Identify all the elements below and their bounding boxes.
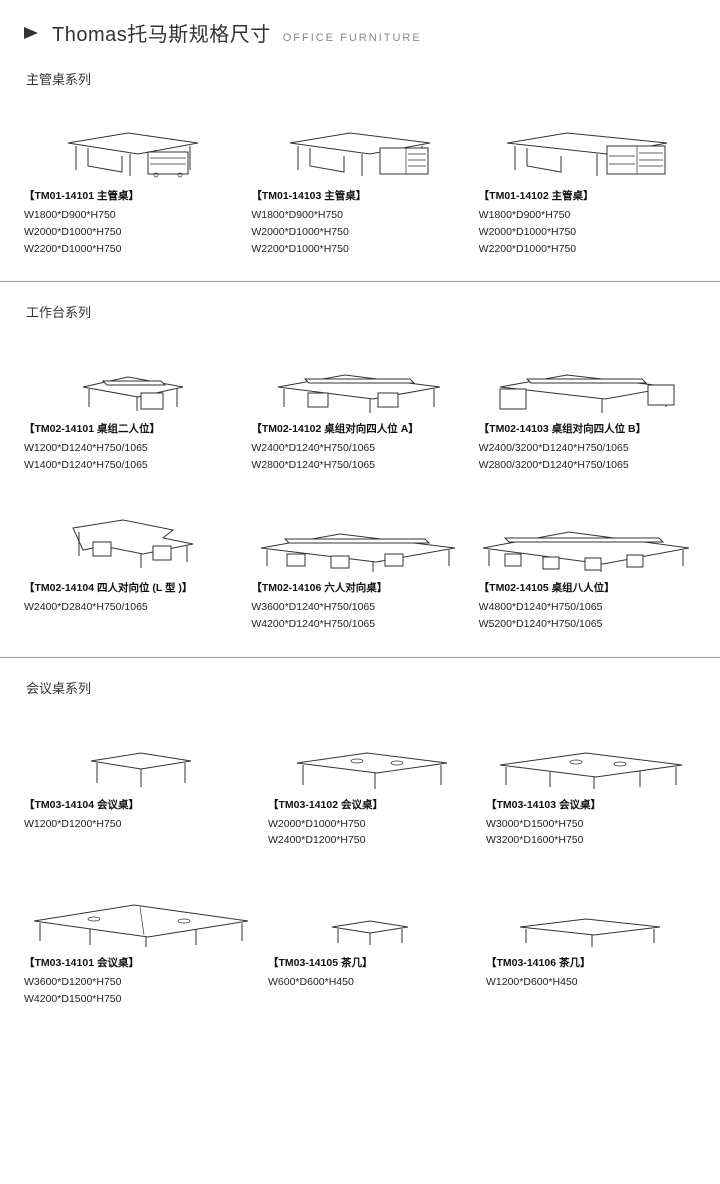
product-item: 【TM02-14106 六人对向桌】 W3600*D1240*H750/1065W…	[251, 500, 468, 633]
product-code: 【TM02-14103 桌组对向四人位 B】	[479, 421, 696, 436]
product-spec: W3600*D1200*H750	[24, 974, 258, 991]
product-illustration-icon	[58, 108, 208, 180]
page-header: Thomas托马斯规格尺寸 OFFICE FURNITURE	[0, 0, 720, 63]
product-spec: W2000*D1000*H750	[479, 224, 696, 241]
product-spec: W4200*D1500*H750	[24, 991, 258, 1008]
product-code: 【TM01-14102 主管桌】	[479, 188, 696, 203]
product-spec: W2400*D1200*H750	[268, 832, 476, 849]
product-code: 【TM02-14104 四人对向位 (L 型 )】	[24, 580, 241, 595]
section-title: 工作台系列	[26, 302, 696, 321]
product-section: 工作台系列【TM02-14101 桌组二人位】 W1200*D1240*H750/…	[0, 302, 720, 656]
product-spec: W2000*D1000*H750	[24, 224, 241, 241]
product-spec: W1800*D900*H750	[24, 207, 241, 224]
arrow-icon	[24, 27, 38, 39]
product-spec: W2400/3200*D1240*H750/1065	[479, 440, 696, 457]
product-illustration-icon	[497, 108, 677, 180]
product-illustration-icon	[53, 508, 213, 572]
product-item: 【TM03-14103 会议桌】 W3000*D1500*H750W3200*D1…	[486, 717, 696, 850]
product-spec: W2400*D2840*H750/1065	[24, 599, 241, 616]
product-item: 【TM02-14104 四人对向位 (L 型 )】 W2400*D2840*H75…	[24, 500, 241, 633]
product-item: 【TM02-14102 桌组对向四人位 A】 W2400*D1240*H750/1…	[251, 341, 468, 474]
product-code: 【TM02-14102 桌组对向四人位 A】	[251, 421, 468, 436]
product-item: 【TM02-14101 桌组二人位】 W1200*D1240*H750/1065W…	[24, 341, 241, 474]
product-illustration-icon	[479, 508, 695, 572]
product-code: 【TM01-14103 主管桌】	[251, 188, 468, 203]
product-spec: W1800*D900*H750	[251, 207, 468, 224]
product-spec: W2200*D1000*H750	[251, 241, 468, 258]
product-code: 【TM02-14105 桌组八人位】	[479, 580, 696, 595]
product-code: 【TM03-14101 会议桌】	[24, 955, 258, 970]
product-item: 【TM03-14101 会议桌】 W3600*D1200*H750W4200*D1…	[24, 875, 258, 1008]
product-section: 主管桌系列【TM01-14101 主管桌】W1800*D900*H750W200…	[0, 69, 720, 281]
section-title: 主管桌系列	[26, 69, 696, 88]
product-spec: W600*D600*H450	[268, 974, 476, 991]
product-spec: W5200*D1240*H750/1065	[479, 616, 696, 633]
product-code: 【TM03-14103 会议桌】	[486, 797, 696, 812]
product-illustration-icon	[492, 349, 682, 413]
product-spec: W4800*D1240*H750/1065	[479, 599, 696, 616]
product-illustration-icon	[280, 108, 440, 180]
section-title: 会议桌系列	[26, 678, 696, 697]
product-spec: W4200*D1240*H750/1065	[251, 616, 468, 633]
product-illustration-icon	[486, 729, 696, 789]
product-spec: W2400*D1240*H750/1065	[251, 440, 468, 457]
product-item: 【TM03-14106 茶几】 W1200*D600*H450	[486, 875, 696, 1008]
page-subtitle: OFFICE FURNITURE	[283, 32, 422, 44]
product-code: 【TM03-14105 茶几】	[268, 955, 476, 970]
product-spec: W3200*D1600*H750	[486, 832, 696, 849]
product-item: 【TM01-14103 主管桌】 W1800*D900*H750W2000*D10…	[251, 108, 468, 257]
product-illustration-icon	[73, 349, 193, 413]
product-section: 会议桌系列【TM03-14104 会议桌】W1200*D1200*H750【TM…	[0, 678, 720, 1032]
product-item: 【TM03-14102 会议桌】 W2000*D1000*H750W2400*D1…	[268, 717, 476, 850]
product-code: 【TM03-14102 会议桌】	[268, 797, 476, 812]
product-spec: W2200*D1000*H750	[479, 241, 696, 258]
product-item: 【TM02-14103 桌组对向四人位 B】 W2400/3200*D1240*H…	[479, 341, 696, 474]
product-spec: W2200*D1000*H750	[24, 241, 241, 258]
product-spec: W3000*D1500*H750	[486, 816, 696, 833]
product-spec: W1200*D1200*H750	[24, 816, 258, 833]
product-code: 【TM02-14106 六人对向桌】	[251, 580, 468, 595]
product-illustration-icon	[270, 349, 450, 413]
product-spec: W1800*D900*H750	[479, 207, 696, 224]
product-spec: W1200*D600*H450	[486, 974, 696, 991]
product-spec: W2800*D1240*H750/1065	[251, 457, 468, 474]
product-illustration-icon	[61, 729, 221, 789]
product-item: 【TM02-14105 桌组八人位】 W4800*D1240*H750/1065W…	[479, 500, 696, 633]
product-code: 【TM03-14104 会议桌】	[24, 797, 258, 812]
page-title: Thomas托马斯规格尺寸	[52, 18, 271, 47]
product-illustration-icon	[24, 883, 258, 947]
product-spec: W2800/3200*D1240*H750/1065	[479, 457, 696, 474]
product-illustration-icon	[292, 891, 452, 947]
product-spec: W2000*D1000*H750	[251, 224, 468, 241]
product-illustration-icon	[255, 508, 465, 572]
product-item: 【TM03-14105 茶几】 W600*D600*H450	[268, 875, 476, 1008]
product-spec: W2000*D1000*H750	[268, 816, 476, 833]
product-code: 【TM01-14101 主管桌】	[24, 188, 241, 203]
product-spec: W1200*D1240*H750/1065	[24, 440, 241, 457]
product-spec: W3600*D1240*H750/1065	[251, 599, 468, 616]
product-item: 【TM03-14104 会议桌】 W1200*D1200*H750	[24, 717, 258, 850]
product-illustration-icon	[496, 891, 686, 947]
product-item: 【TM01-14102 主管桌】 W1800*D900*H750W2000*D10…	[479, 108, 696, 257]
product-code: 【TM03-14106 茶几】	[486, 955, 696, 970]
product-code: 【TM02-14101 桌组二人位】	[24, 421, 241, 436]
product-illustration-icon	[277, 729, 467, 789]
product-item: 【TM01-14101 主管桌】 W1800*D900*H750W2000*D10…	[24, 108, 241, 257]
product-spec: W1400*D1240*H750/1065	[24, 457, 241, 474]
